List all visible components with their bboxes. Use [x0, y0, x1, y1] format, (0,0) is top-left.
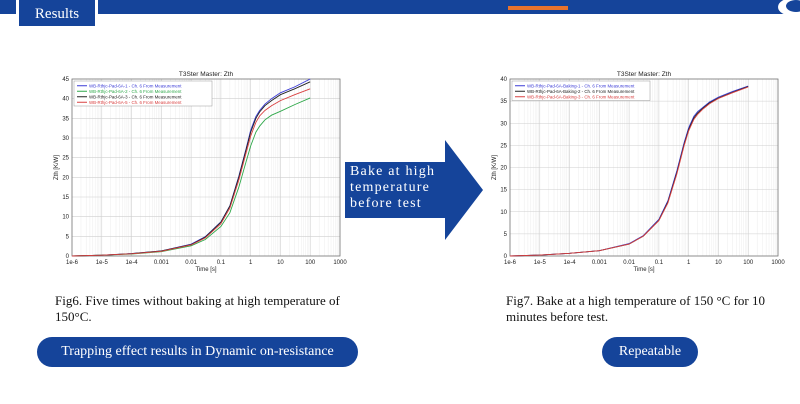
trapping-effect-button[interactable]: Trapping effect results in Dynamic on-re… — [37, 337, 358, 367]
figure-caption-left: Fig6. Five times without baking at high … — [55, 293, 340, 324]
y-tick-label: 40 — [500, 77, 507, 83]
x-tick-label: 1e-4 — [564, 260, 577, 266]
x-tick-label: 1000 — [771, 260, 785, 266]
y-tick-label: 0 — [504, 254, 508, 260]
plot-frame — [509, 78, 779, 257]
chart-zth-no-baking: T3Ster Master: Zth 1e-6 1e-5 1e-4 0.001 0.01 0… — [52, 70, 350, 278]
x-tick-label: 0.1 — [655, 260, 664, 266]
arrow-label-line: Bake at high — [350, 164, 436, 179]
x-tick-label: 1 — [687, 260, 691, 266]
legend-entry: WB-Rthjc-Pad-6A-Baking-3 - Ch. 6 From Me… — [527, 94, 635, 99]
legend-entry: WB-Rthjc-Pad-6A-Baking-1 - Ch. 6 From Me… — [527, 83, 635, 88]
chart-title: T3Ster Master: Zth — [179, 71, 234, 78]
legend-box — [73, 80, 213, 107]
series-line — [71, 88, 311, 257]
x-axis-label: Time [s] — [195, 267, 216, 273]
arrow-label-line: before test — [350, 196, 422, 211]
y-tick-label: 10 — [62, 215, 69, 221]
repeatable-button[interactable]: Repeatable — [602, 337, 698, 367]
legend-box — [511, 80, 651, 101]
x-tick-label: 100 — [305, 260, 316, 266]
x-tick-label: 10 — [715, 260, 722, 266]
x-tick-label: 0.001 — [154, 260, 170, 266]
x-tick-label: 10 — [277, 260, 284, 266]
series-line — [509, 86, 749, 257]
legend-entry: WB-Rthjc-Pad-6A-2 - Ch. 6 From Measureme… — [89, 89, 182, 94]
x-tick-label: 1e-5 — [96, 260, 109, 266]
plot-frame — [71, 78, 341, 257]
legend-entry: WB-Rthjc-Pad-6A-Baking-2 - Ch. 6 From Me… — [527, 89, 635, 94]
y-tick-label: 15 — [500, 188, 507, 194]
corner-logo-mark — [786, 0, 800, 12]
arrow-label-line: temperature — [350, 180, 431, 195]
y-tick-label: 35 — [500, 99, 507, 105]
legend-entry: WB-Rthjc-Pad-6A-3 - Ch. 6 From Measureme… — [89, 94, 182, 99]
section-tab-results: Results — [16, 0, 98, 29]
x-tick-label: 1e-6 — [66, 260, 79, 266]
x-tick-label: 1 — [249, 260, 253, 266]
accent-bar — [508, 6, 568, 10]
y-tick-label: 5 — [66, 234, 70, 240]
chart-zth-baking: T3Ster Master: Zth 1e-6 1e-5 1e-4 0.001 0.01 0… — [490, 70, 788, 278]
x-tick-label: 0.01 — [623, 260, 635, 266]
y-tick-label: 5 — [504, 232, 508, 238]
y-tick-label: 0 — [66, 254, 70, 260]
x-tick-label: 0.01 — [185, 260, 197, 266]
x-tick-label: 0.001 — [592, 260, 608, 266]
x-tick-label: 0.1 — [217, 260, 226, 266]
y-axis-label: Zth [K/W] — [54, 155, 60, 180]
arrow-label: Bake at high temperature before test — [350, 164, 458, 212]
arrow-right-icon — [345, 140, 483, 240]
y-tick-label: 30 — [62, 136, 69, 142]
x-tick-label: 1e-5 — [534, 260, 547, 266]
legend-entry: WB-Rthjc-Pad-6A-1 - Ch. 6 From Measureme… — [89, 83, 182, 88]
y-tick-label: 45 — [62, 77, 69, 83]
x-tick-label: 1e-4 — [126, 260, 139, 266]
y-tick-label: 10 — [500, 210, 507, 216]
y-axis-label: Zth [K/W] — [492, 155, 498, 180]
x-axis-label: Time [s] — [633, 267, 654, 273]
y-tick-label: 15 — [62, 195, 69, 201]
chart-title: T3Ster Master: Zth — [617, 71, 672, 78]
legend-entry: WB-Rthjc-Pad-6A-5 - Ch. 6 From Measureme… — [89, 100, 182, 105]
y-tick-label: 40 — [62, 97, 69, 103]
y-tick-label: 25 — [62, 156, 69, 162]
y-tick-label: 20 — [62, 175, 69, 181]
figure-caption-right: Fig7. Bake at a high temperature of 150 … — [506, 293, 765, 324]
x-tick-label: 100 — [743, 260, 754, 266]
y-tick-label: 35 — [62, 116, 69, 122]
y-tick-label: 25 — [500, 143, 507, 149]
y-tick-label: 30 — [500, 121, 507, 127]
y-tick-label: 20 — [500, 166, 507, 172]
x-tick-label: 1e-6 — [504, 260, 517, 266]
top-banner — [0, 0, 800, 14]
x-tick-label: 1000 — [333, 260, 347, 266]
